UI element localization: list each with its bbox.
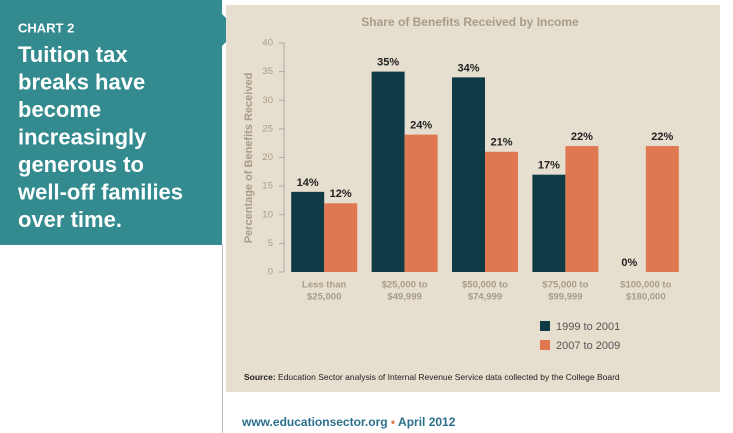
legend-label: 1999 to 2001 (556, 321, 620, 333)
legend-label: 2007 to 2009 (556, 340, 620, 352)
source-text: Education Sector analysis of Internal Re… (278, 372, 620, 382)
value-label: 12% (330, 188, 352, 200)
headline-line: over time. (18, 207, 122, 232)
footer-url: www.educationsector.org (241, 415, 388, 429)
legend-swatch (540, 321, 550, 331)
chart-title: Share of Benefits Received by Income (361, 15, 579, 29)
y-tick-label: 30 (262, 95, 273, 106)
y-axis-label: Percentage of Benefits Received (243, 73, 255, 244)
source: Source: Education Sector analysis of Int… (244, 372, 620, 382)
value-label: 0% (621, 257, 637, 269)
chart-label: CHART 2 (18, 20, 74, 35)
value-label: 34% (457, 62, 479, 74)
source-label: Source: (244, 372, 276, 382)
y-tick-label: 0 (268, 267, 273, 278)
x-tick-label: $99,999 (548, 292, 582, 303)
value-label: 21% (490, 137, 512, 149)
bar (324, 203, 358, 272)
x-tick-label: $25,000 to (382, 280, 428, 291)
bar (532, 174, 566, 272)
value-label: 24% (410, 120, 432, 132)
headline-line: increasingly (18, 124, 147, 149)
bar (404, 134, 438, 272)
y-tick-label: 20 (262, 152, 273, 163)
y-tick-label: 40 (262, 38, 273, 49)
value-label: 14% (297, 177, 319, 189)
headline-line: breaks have (18, 69, 145, 94)
x-tick-label: Less than (302, 280, 347, 291)
bar (371, 71, 405, 272)
bar (485, 151, 518, 272)
bar (645, 146, 679, 272)
value-label: 17% (538, 160, 560, 172)
y-tick-label: 15 (262, 181, 273, 192)
y-tick-label: 5 (268, 238, 273, 249)
headline-line: well-off families (17, 179, 183, 204)
y-tick-label: 35 (262, 66, 273, 77)
y-tick-label: 25 (262, 123, 273, 134)
bar (565, 146, 599, 272)
x-tick-label: $180,000 (626, 292, 666, 303)
x-tick-label: $50,000 to (462, 280, 508, 291)
legend-swatch (540, 340, 550, 350)
x-tick-label: $25,000 (307, 292, 341, 303)
value-label: 35% (377, 57, 399, 69)
bar (291, 191, 325, 272)
headline-line: become (18, 97, 101, 122)
headline-panel (0, 0, 238, 245)
headline-line: Tuition tax (18, 42, 128, 67)
plot: 0 5 10 15 20 25 30 35 40 Less than$25,000 14% 12% $2… (262, 38, 679, 352)
x-tick-label: $100,000 to (620, 280, 671, 291)
x-tick-label: $75,000 to (542, 280, 588, 291)
headline-line: generous to (18, 152, 144, 177)
x-tick-label: $74,999 (468, 292, 502, 303)
value-label: 22% (651, 131, 673, 143)
x-tick-label: $49,999 (387, 292, 421, 303)
footer: www.educationsector.org • April 2012 (241, 415, 456, 429)
footer-date: April 2012 (398, 415, 456, 429)
value-label: 22% (571, 131, 593, 143)
bar (452, 77, 485, 272)
y-tick-label: 10 (262, 209, 273, 220)
